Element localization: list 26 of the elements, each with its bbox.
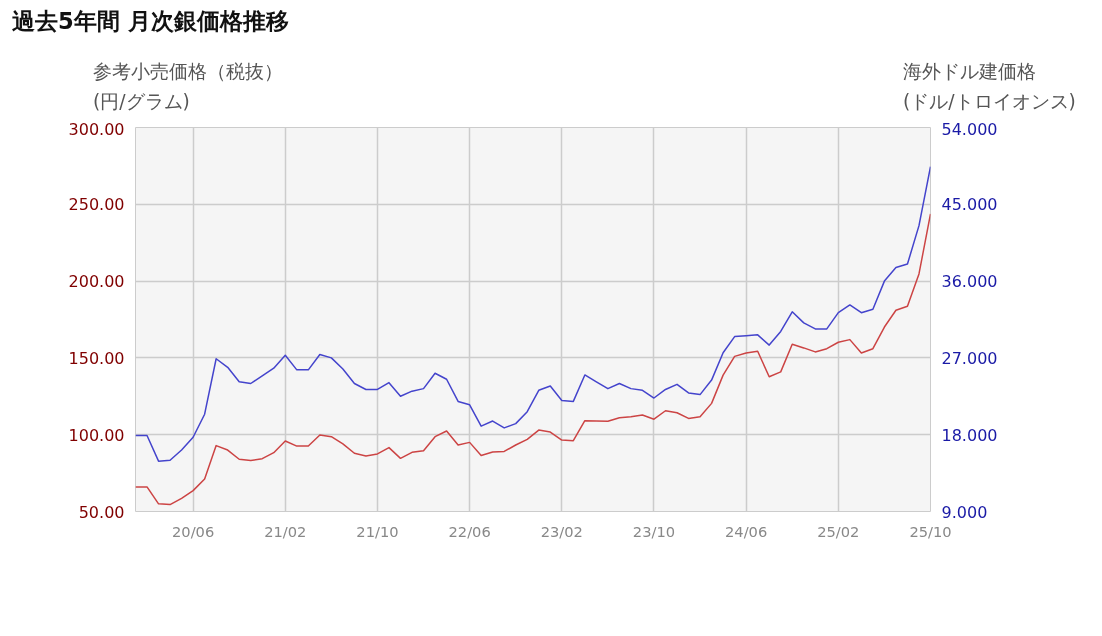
x-tick-label: 21/10 <box>356 522 399 540</box>
line-series <box>135 166 931 463</box>
x-tick-label: 25/02 <box>817 522 860 540</box>
y-tick-label: 250.00 <box>68 195 125 215</box>
y-tick-label: 150.00 <box>68 349 125 369</box>
y-tick-label: 100.00 <box>68 425 125 445</box>
x-tick-label: 24/06 <box>725 522 768 540</box>
y2-tick-label: 18.000 <box>941 425 998 445</box>
x-tick-label: 22/06 <box>448 522 491 540</box>
y2-tick-label: 45.000 <box>941 195 998 215</box>
x-tick-label: 23/02 <box>540 522 583 540</box>
y2-tick-label: 54.000 <box>941 119 998 139</box>
x-tick-label: 23/10 <box>632 522 676 540</box>
y-tick-label: 300.00 <box>68 119 125 139</box>
chart-title: 過去5年間 月次銀価格推移 <box>12 8 289 34</box>
y2-axis-title: 海外ドル建価格 (ドル/トロイオンス) <box>903 60 1076 115</box>
x-tick-label: 20/06 <box>171 522 215 540</box>
y2-tick-label: 27.000 <box>941 349 998 369</box>
x-tick-label: 25/10 <box>909 522 952 540</box>
line-series <box>135 213 931 506</box>
y-tick-label: 200.00 <box>68 272 125 292</box>
x-tick-label: 21/02 <box>264 522 307 540</box>
y2-tick-label: 36.000 <box>941 272 998 292</box>
y-tick-label: 50.00 <box>78 502 125 522</box>
y-axis-title: 参考小売価格（税抜） (円/グラム) <box>93 60 283 115</box>
y2-tick-label: 9.000 <box>941 502 988 522</box>
